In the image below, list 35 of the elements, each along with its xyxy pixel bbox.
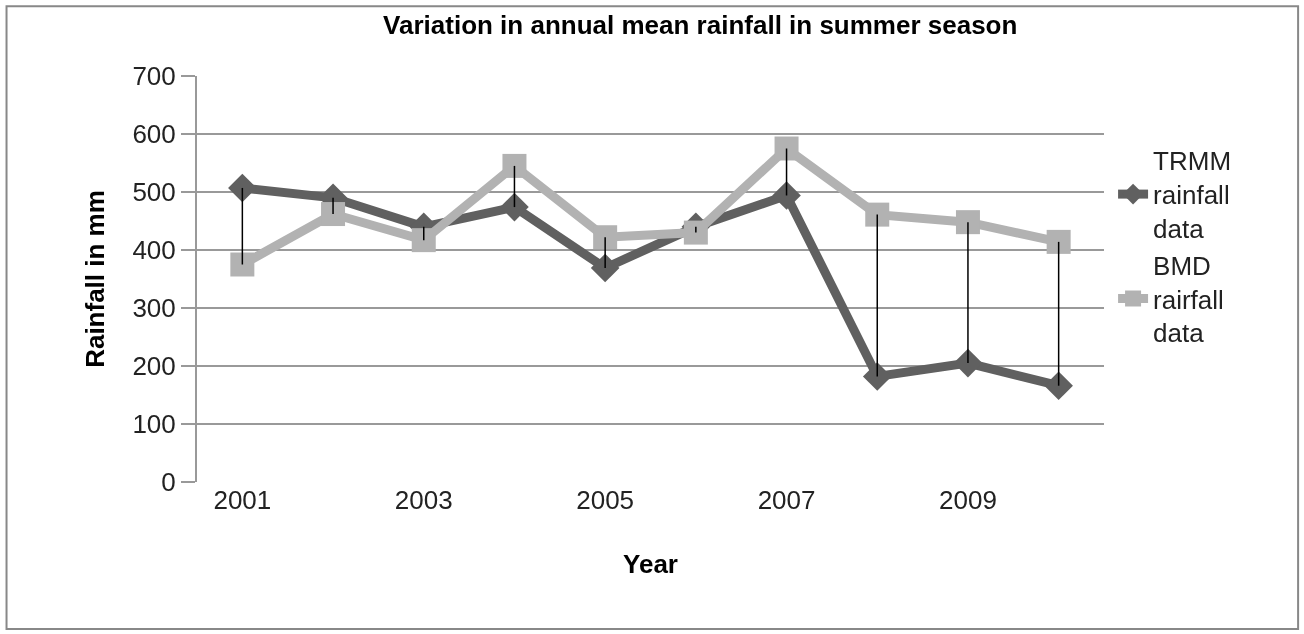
- y-tick-label: 700: [132, 61, 176, 92]
- x-tick-label: 2009: [939, 485, 997, 515]
- y-tick-label: 500: [132, 177, 176, 208]
- point: [321, 202, 346, 227]
- x-tick-label: 2007: [757, 485, 816, 515]
- point: [955, 210, 980, 235]
- point: [228, 173, 257, 203]
- point: [411, 228, 436, 253]
- legend-label: TRMM rainfall data: [1153, 146, 1232, 245]
- point: [774, 136, 799, 161]
- point: [953, 348, 983, 378]
- point: [683, 220, 708, 245]
- point: [865, 202, 890, 227]
- point: [500, 192, 529, 222]
- point: [772, 181, 801, 210]
- y-tick-label: 400: [132, 235, 176, 266]
- y-tick-label: 100: [132, 409, 176, 440]
- y-axis-title: Rainfall in mm: [80, 190, 111, 368]
- point: [593, 225, 618, 250]
- x-axis-title: Year: [623, 548, 678, 579]
- x-tick-label: 2003: [394, 485, 453, 515]
- point: [502, 153, 527, 178]
- y-tick-label: 200: [132, 351, 176, 382]
- chart-title: Variation in annual mean rainfall in summer season: [383, 10, 1018, 41]
- point: [1044, 371, 1073, 401]
- y-tick-label: 0: [161, 467, 176, 498]
- point: [230, 252, 255, 277]
- x-tick-label: 2005: [576, 485, 635, 515]
- point: [1046, 229, 1071, 254]
- x-tick-label: 2001: [213, 485, 272, 515]
- legend-label: BMD rairfall data: [1153, 250, 1224, 349]
- y-tick-label: 300: [132, 293, 176, 324]
- y-tick-label: 600: [132, 119, 176, 150]
- point: [862, 362, 892, 391]
- point: [590, 253, 620, 283]
